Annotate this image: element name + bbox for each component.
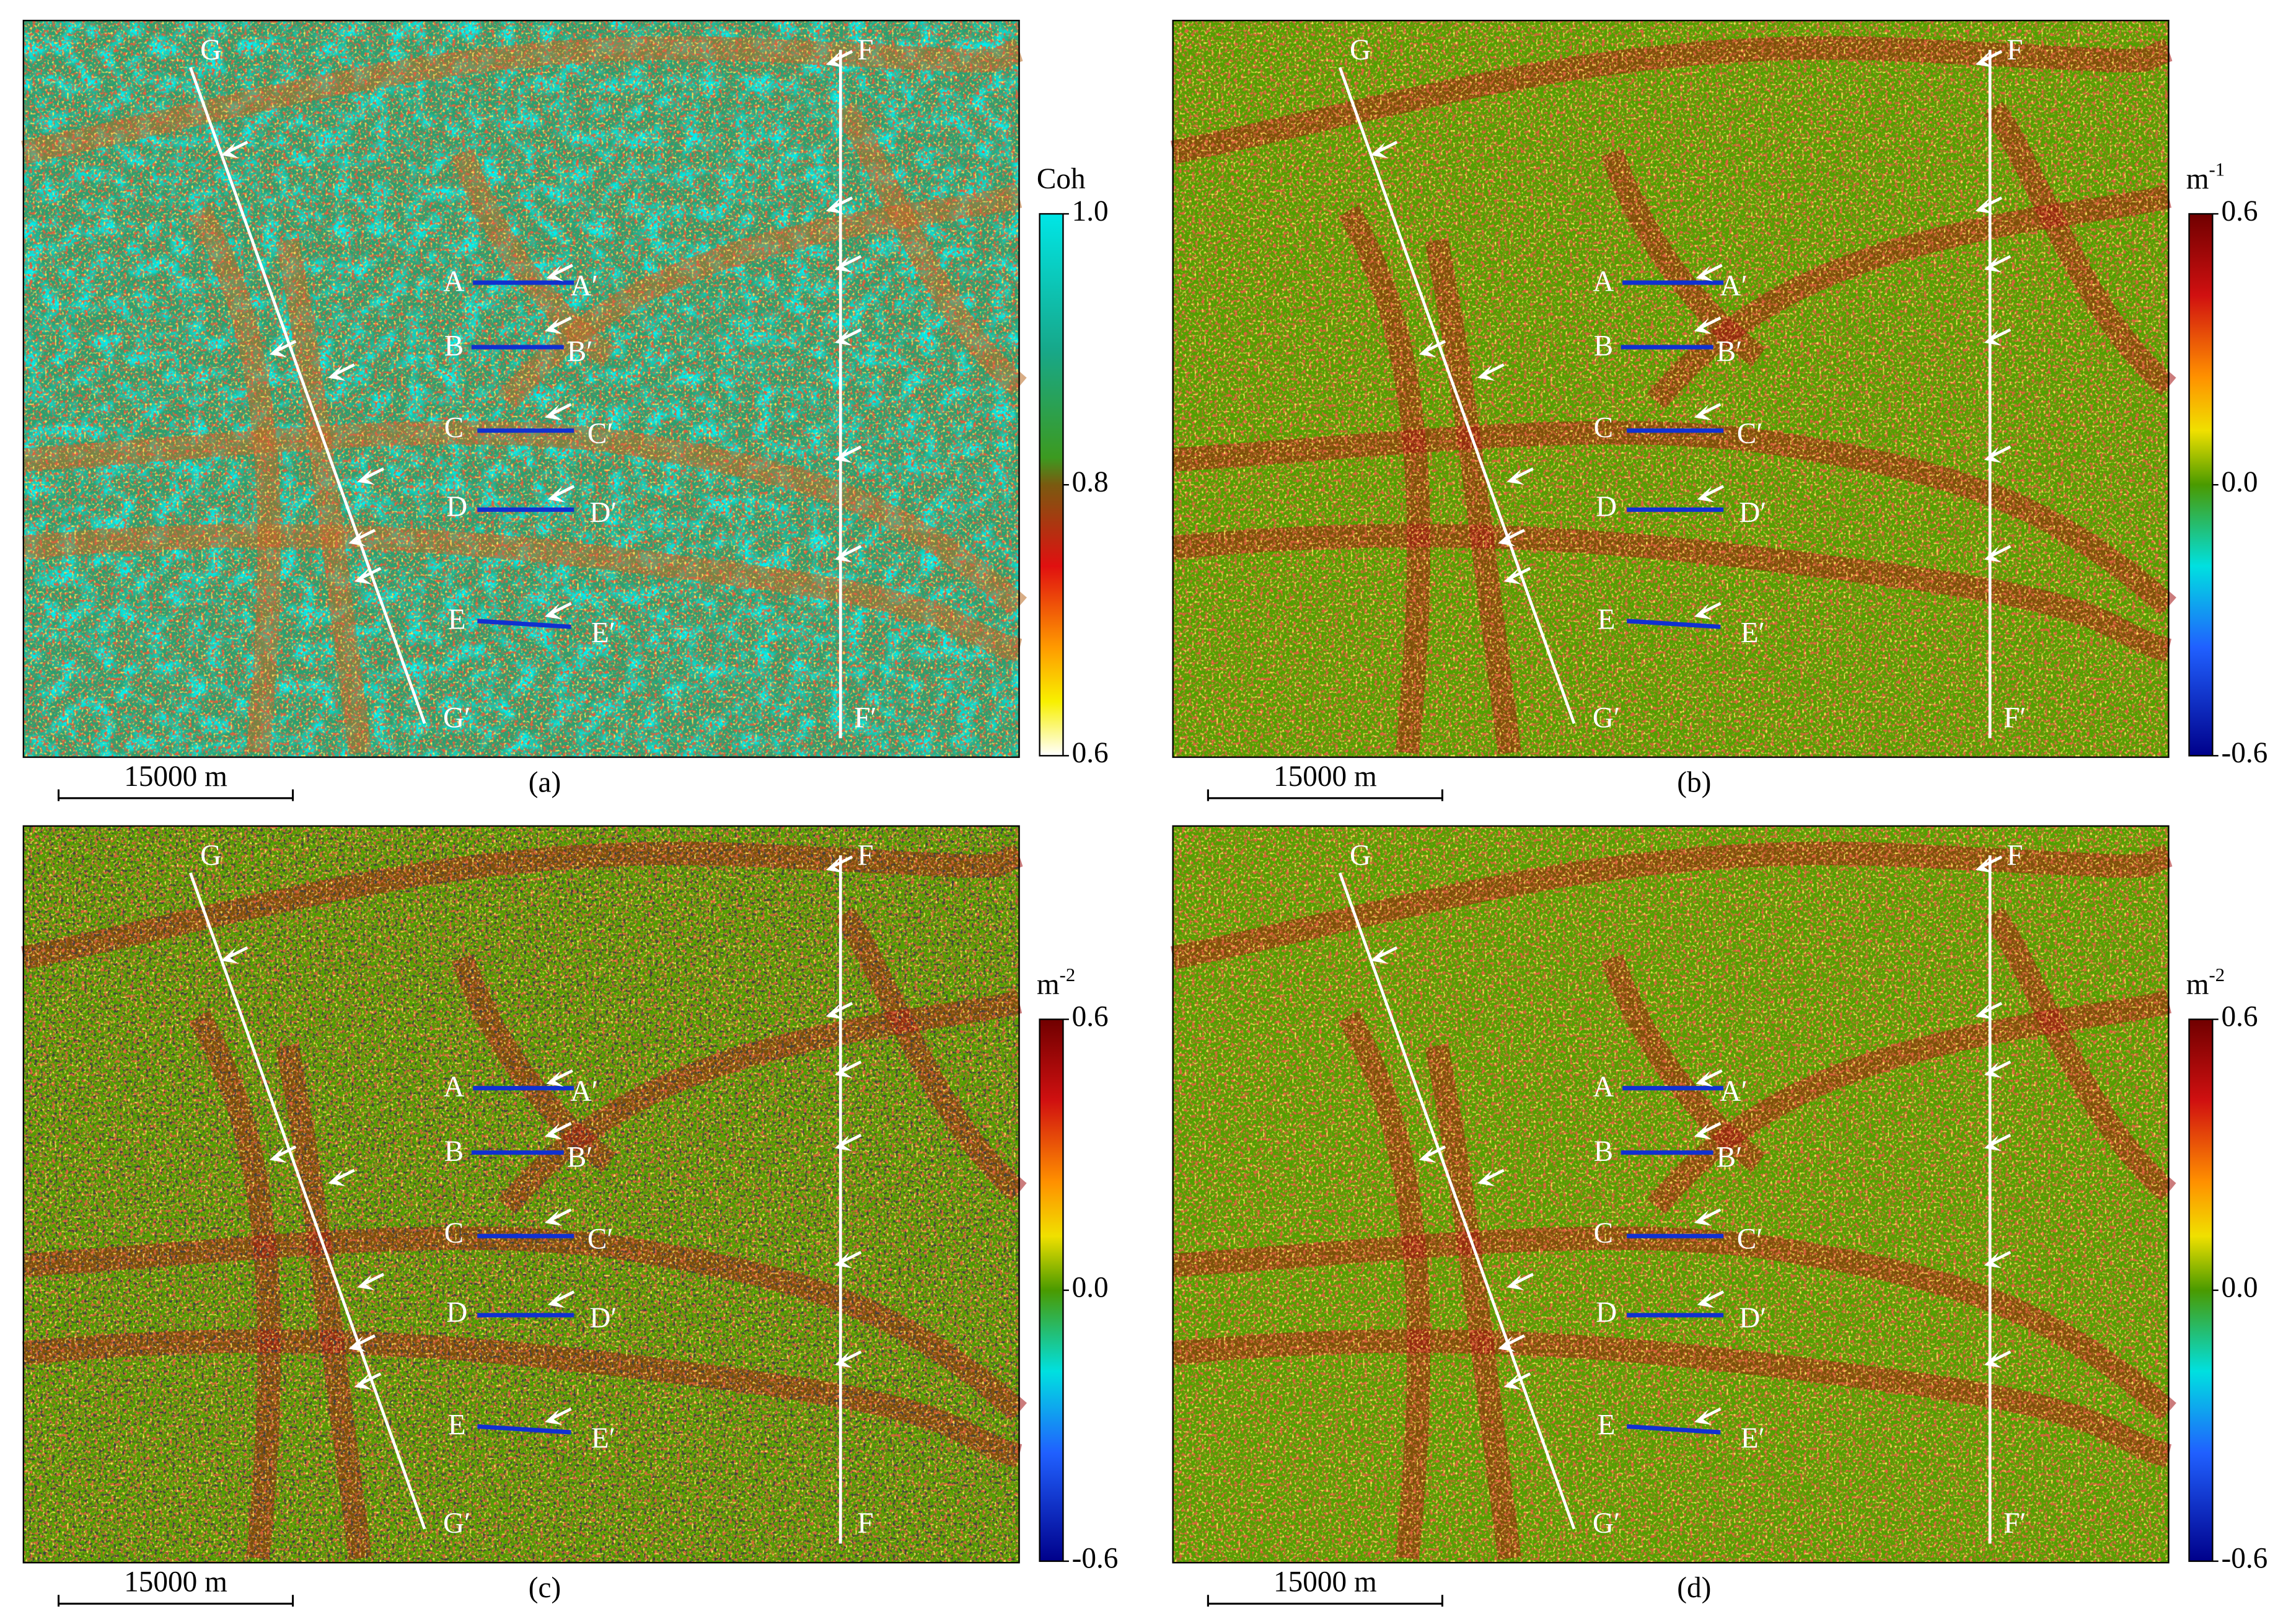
profile-label: C′ bbox=[587, 1223, 614, 1256]
profile-label: F′ bbox=[854, 702, 877, 734]
map-texture bbox=[24, 826, 1019, 1563]
scale-bar-label: 15000 m bbox=[124, 1566, 227, 1598]
profile-label: G bbox=[200, 34, 221, 66]
panel-caption: (a) bbox=[529, 766, 561, 798]
profile-label: G′ bbox=[1593, 1507, 1620, 1540]
colorbar bbox=[2189, 1020, 2213, 1561]
profile-label: E′ bbox=[591, 1422, 615, 1455]
colorbar-tick-label: 0.6 bbox=[2221, 195, 2258, 227]
colorbar-unit-exponent: -1 bbox=[2209, 159, 2225, 180]
colorbar bbox=[1040, 1020, 1063, 1561]
panel: A A′ B B′ C C′ D D′ E E′ G G′ F F 0.6 0.0 -0.6 m-2 15000 m… bbox=[24, 826, 1119, 1607]
profile-label: E′ bbox=[1741, 617, 1765, 649]
profile-label: D′ bbox=[589, 1302, 617, 1334]
profile-label: B′ bbox=[567, 1141, 593, 1173]
profile-label: C′ bbox=[1737, 418, 1763, 450]
profile-label: A′ bbox=[571, 270, 598, 302]
profile-label: C bbox=[444, 1217, 464, 1250]
colorbar-tick-label: 0.6 bbox=[1072, 1000, 1109, 1033]
colorbar-tick-label: 0.8 bbox=[1072, 466, 1109, 498]
colorbar-tick-label: 0.6 bbox=[2221, 1000, 2258, 1033]
scale-bar-label: 15000 m bbox=[124, 760, 227, 793]
profile-label: A bbox=[443, 265, 464, 298]
profile-label: G′ bbox=[443, 1507, 470, 1540]
profile-label: A′ bbox=[1720, 1075, 1747, 1108]
profile-label: B bbox=[444, 1135, 464, 1168]
profile-label: F bbox=[857, 840, 873, 872]
colorbar-tick-label: 0.6 bbox=[1072, 737, 1109, 769]
panel: A A′ B B′ C C′ D D′ E E′ G G′ F F′ 0.6 0.0 -0.6 m-1 15000 … bbox=[1173, 20, 2268, 801]
profile-label: D bbox=[1596, 491, 1617, 523]
profile-label: D bbox=[446, 1297, 467, 1329]
colorbar-tick-label: 1.0 bbox=[1072, 195, 1109, 227]
panel-caption: (c) bbox=[529, 1572, 561, 1604]
profile-label: B′ bbox=[567, 336, 593, 368]
profile-label: D′ bbox=[589, 497, 617, 529]
profile-label: C′ bbox=[587, 418, 614, 450]
profile-label: F′ bbox=[2004, 1507, 2026, 1540]
colorbar bbox=[2189, 214, 2213, 756]
profile-label: B′ bbox=[1717, 1141, 1743, 1173]
profile-label: G bbox=[1350, 34, 1371, 66]
profile-label: F bbox=[857, 1507, 873, 1540]
panel: A A′ B B′ C C′ D D′ E E′ G G′ F F′ 1.0 0.8 0.6 Coh 15000 m… bbox=[24, 20, 1109, 801]
profile-label: F bbox=[2007, 34, 2023, 66]
map-texture bbox=[1173, 826, 2169, 1563]
colorbar-unit-exponent: -2 bbox=[1060, 964, 1076, 985]
scale-bar-label: 15000 m bbox=[1273, 760, 1377, 793]
figure: A A′ B B′ C C′ D D′ E E′ G G′ F F′ 1.0 0.8 0.6 Coh 15000 m… bbox=[0, 0, 2296, 1622]
profile-label: E bbox=[448, 604, 466, 636]
profile-label: G bbox=[200, 840, 221, 872]
panel-caption: (d) bbox=[1677, 1572, 1711, 1604]
profile-label: C bbox=[444, 412, 464, 444]
profile-label: A′ bbox=[1720, 270, 1747, 302]
colorbar-tick-label: -0.6 bbox=[2221, 1543, 2267, 1575]
profile-label: A′ bbox=[571, 1075, 598, 1108]
profile-label: E′ bbox=[1741, 1422, 1765, 1455]
profile-label: A bbox=[1593, 265, 1614, 298]
profile-label: F′ bbox=[2004, 702, 2026, 734]
colorbar-unit: m-2 bbox=[2186, 964, 2225, 1000]
profile-label: A bbox=[1593, 1071, 1614, 1103]
profile-label: G bbox=[1350, 840, 1371, 872]
profile-label: D bbox=[1596, 1297, 1617, 1329]
colorbar-unit-exponent: -2 bbox=[2209, 964, 2225, 985]
profile-label: A bbox=[443, 1071, 464, 1103]
profile-label: G′ bbox=[1593, 702, 1620, 734]
profile-label: B bbox=[1594, 330, 1614, 362]
profile-label: E bbox=[1598, 604, 1616, 636]
profile-label: E′ bbox=[591, 617, 615, 649]
profile-label: D bbox=[446, 491, 467, 523]
profile-label: E bbox=[1598, 1409, 1616, 1442]
map-texture bbox=[1173, 20, 2169, 757]
profile-label: F bbox=[2007, 840, 2023, 872]
colorbar-unit: m-2 bbox=[1037, 964, 1075, 1000]
profile-label: G′ bbox=[443, 702, 470, 734]
profile-label: C bbox=[1594, 412, 1614, 444]
colorbar-tick-label: 0.0 bbox=[1072, 1272, 1109, 1304]
profile-label: C bbox=[1594, 1217, 1614, 1250]
colorbar-tick-label: -0.6 bbox=[2221, 737, 2267, 769]
colorbar bbox=[1040, 214, 1063, 756]
colorbar-tick-label: 0.0 bbox=[2221, 1272, 2258, 1304]
profile-label: D′ bbox=[1739, 1302, 1766, 1334]
panel: A A′ B B′ C C′ D D′ E E′ G G′ F F′ 0.6 0.0 -0.6 m-2 15000 … bbox=[1173, 826, 2268, 1607]
panel-caption: (b) bbox=[1677, 766, 1711, 798]
map-texture bbox=[24, 20, 1019, 757]
profile-label: C′ bbox=[1737, 1223, 1763, 1256]
profile-label: E bbox=[448, 1409, 466, 1442]
colorbar-unit: m-1 bbox=[2186, 159, 2225, 195]
colorbar-tick-label: 0.0 bbox=[2221, 466, 2258, 498]
profile-label: B′ bbox=[1717, 336, 1743, 368]
scale-bar-label: 15000 m bbox=[1273, 1566, 1377, 1598]
profile-label: B bbox=[444, 330, 464, 362]
colorbar-unit: Coh bbox=[1037, 163, 1086, 195]
profile-label: B bbox=[1594, 1135, 1614, 1168]
profile-label: F bbox=[857, 34, 873, 66]
colorbar-tick-label: -0.6 bbox=[1072, 1543, 1119, 1575]
profile-label: D′ bbox=[1739, 497, 1766, 529]
